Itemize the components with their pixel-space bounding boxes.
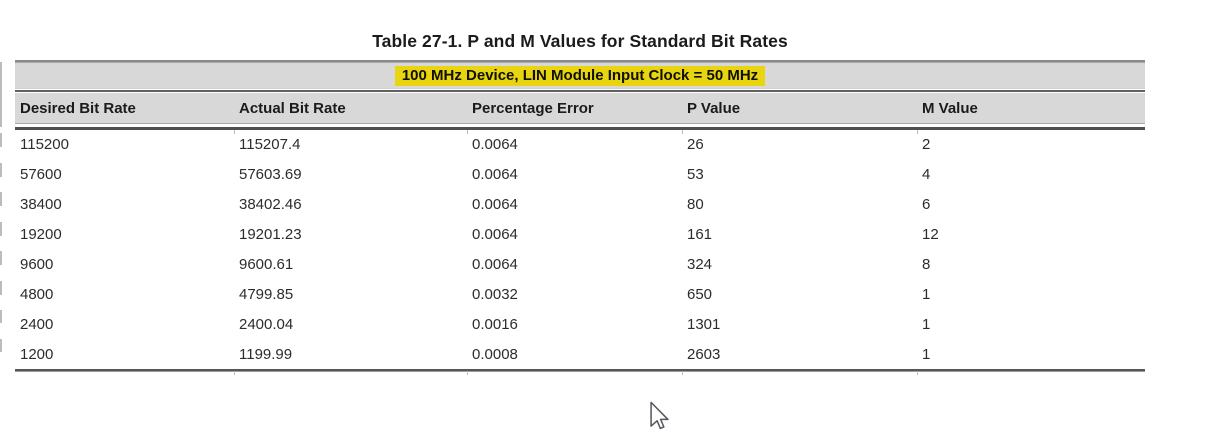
- column-tick: [467, 371, 468, 376]
- cell-desired-bit-rate: 19200: [20, 226, 62, 244]
- cell-desired-bit-rate: 4800: [20, 285, 54, 303]
- column-tick: [682, 130, 683, 134]
- cell-m-value: 2: [922, 136, 931, 154]
- column-header-desired-bit-rate: Desired Bit Rate: [20, 99, 136, 117]
- table-row: 9600 9600.61 0.0064 324 8: [15, 250, 1145, 280]
- column-tick: [234, 371, 235, 376]
- cell-actual-bit-rate: 9600.61: [239, 256, 294, 273]
- column-tick: [467, 130, 468, 134]
- cell-percentage-error: 0.0064: [472, 166, 518, 184]
- table-bottom-rule: [15, 369, 1145, 376]
- cell-percentage-error: 0.0064: [472, 136, 518, 154]
- table-body: 115200 115207.4 0.0064 26 2 57600 57603.…: [15, 130, 1145, 370]
- cell-p-value: 2603: [687, 345, 721, 363]
- cell-actual-bit-rate: 38402.46: [239, 196, 302, 214]
- cell-actual-bit-rate: 19201.23: [239, 226, 302, 244]
- subtitle-highlight: 100 MHz Device, LIN Module Input Clock =…: [394, 65, 766, 86]
- table-row: 57600 57603.69 0.0064 53 4: [15, 160, 1145, 190]
- cell-p-value: 1301: [687, 315, 721, 333]
- cell-actual-bit-rate: 2400.04: [239, 315, 294, 333]
- arrow-pointer-icon: [650, 401, 669, 430]
- column-header-percentage-error: Percentage Error: [472, 99, 594, 117]
- cell-desired-bit-rate: 1200: [20, 345, 54, 363]
- cell-desired-bit-rate: 9600: [20, 256, 54, 273]
- cell-desired-bit-rate: 38400: [20, 196, 62, 214]
- table-header-row: Desired Bit Rate Actual Bit Rate Percent…: [15, 93, 1145, 124]
- cell-actual-bit-rate: 4799.85: [239, 285, 294, 303]
- cell-m-value: 6: [922, 196, 931, 214]
- table-row: 4800 4799.85 0.0032 650 1: [15, 279, 1145, 309]
- cell-percentage-error: 0.0064: [472, 196, 518, 214]
- cell-percentage-error: 0.0016: [472, 315, 518, 333]
- cell-percentage-error: 0.0008: [472, 345, 518, 363]
- cell-actual-bit-rate: 57603.69: [239, 166, 302, 184]
- edge-artifact: [0, 339, 2, 352]
- table-row: 2400 2400.04 0.0016 1301 1: [15, 309, 1145, 339]
- cell-m-value: 4: [922, 166, 931, 184]
- cell-p-value: 80: [687, 196, 704, 214]
- header-bottom-rule: [15, 127, 1145, 134]
- cell-m-value: 12: [922, 226, 939, 244]
- cell-percentage-error: 0.0064: [472, 226, 518, 244]
- cell-percentage-error: 0.0032: [472, 285, 518, 303]
- table-row: 19200 19201.23 0.0064 161 12: [15, 220, 1145, 250]
- cell-desired-bit-rate: 115200: [20, 136, 69, 154]
- cell-desired-bit-rate: 2400: [20, 315, 54, 333]
- cell-p-value: 161: [687, 226, 713, 244]
- edge-artifact: [0, 133, 2, 147]
- column-tick: [917, 130, 918, 134]
- table-top-rule: [15, 60, 1145, 63]
- cell-p-value: 324: [687, 256, 713, 273]
- cell-m-value: 8: [922, 256, 931, 273]
- band-header-divider: [15, 88, 1145, 93]
- column-header-actual-bit-rate: Actual Bit Rate: [239, 99, 346, 117]
- cell-percentage-error: 0.0064: [472, 256, 518, 273]
- column-tick: [682, 371, 683, 376]
- edge-artifact: [0, 281, 2, 295]
- column-tick: [234, 130, 235, 134]
- cell-m-value: 1: [922, 345, 931, 363]
- column-header-p-value: P Value: [687, 99, 741, 117]
- column-tick: [917, 371, 918, 376]
- table-row: 38400 38402.46 0.0064 80 6: [15, 190, 1145, 220]
- edge-artifact: [0, 192, 2, 206]
- edge-artifact: [0, 310, 2, 323]
- edge-artifact: [0, 222, 2, 236]
- cell-p-value: 53: [687, 166, 704, 184]
- bit-rate-table: 100 MHz Device, LIN Module Input Clock =…: [15, 60, 1145, 376]
- edge-artifact: [0, 163, 2, 177]
- cell-p-value: 26: [687, 136, 704, 154]
- edge-artifact: [0, 251, 2, 265]
- table-row: 1200 1199.99 0.0008 2603 1: [15, 339, 1145, 369]
- table-subtitle-band: 100 MHz Device, LIN Module Input Clock =…: [15, 63, 1145, 88]
- table-row: 115200 115207.4 0.0064 26 2: [15, 130, 1145, 160]
- column-header-m-value: M Value: [922, 99, 978, 117]
- cell-desired-bit-rate: 57600: [20, 166, 62, 184]
- cell-actual-bit-rate: 1199.99: [239, 345, 293, 363]
- cell-p-value: 650: [687, 285, 713, 303]
- cell-m-value: 1: [922, 315, 931, 333]
- edge-artifact: [0, 62, 2, 127]
- cell-m-value: 1: [922, 285, 931, 303]
- header-rule-gap: [15, 124, 1145, 127]
- table-title: Table 27-1. P and M Values for Standard …: [372, 31, 788, 51]
- cell-actual-bit-rate: 115207.4: [239, 136, 301, 154]
